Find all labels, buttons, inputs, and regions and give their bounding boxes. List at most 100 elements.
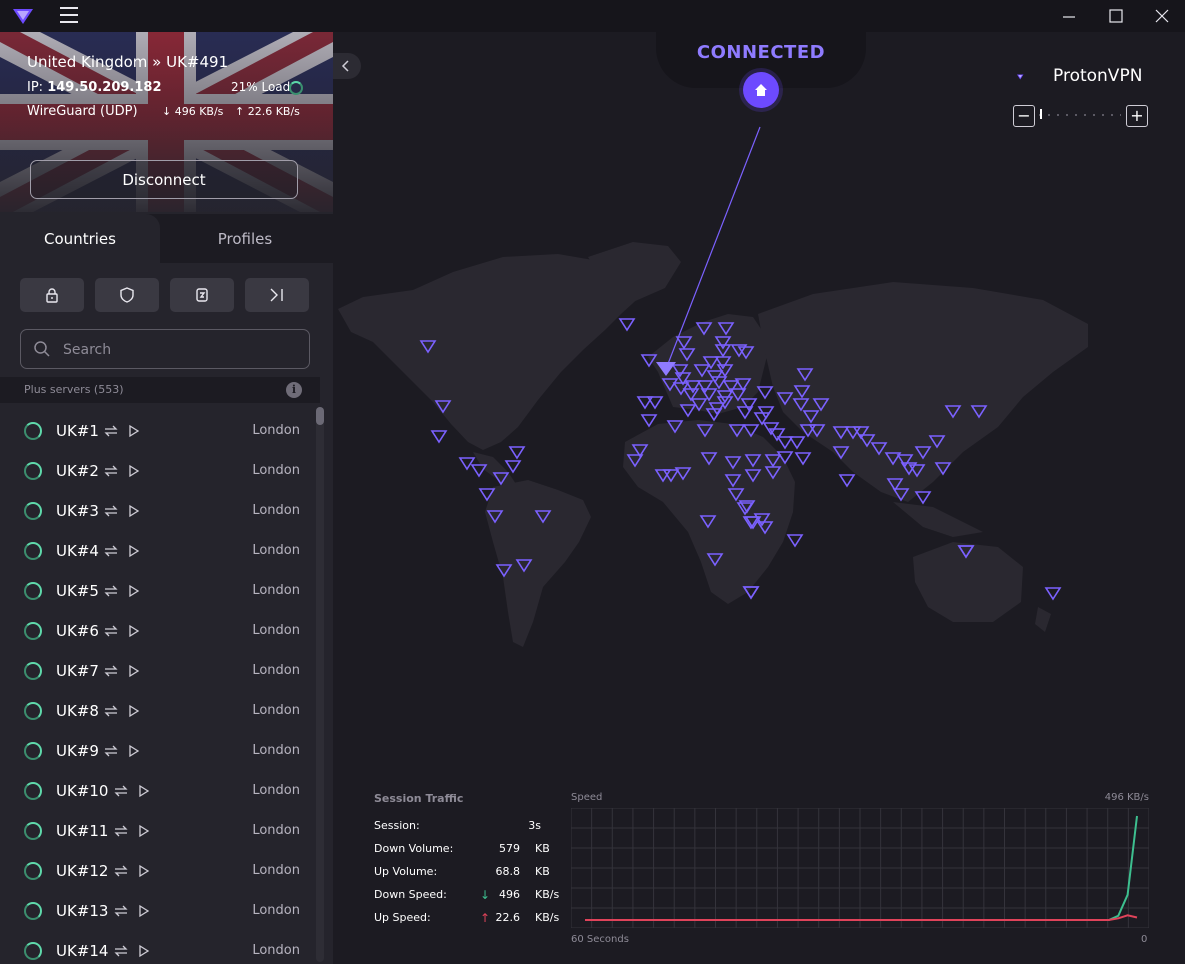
info-icon[interactable]: i xyxy=(286,382,302,398)
tab-profiles[interactable]: Profiles xyxy=(217,229,273,248)
server-location-marker[interactable] xyxy=(892,488,910,502)
minimize-icon[interactable] xyxy=(1046,0,1092,32)
connect-play-icon[interactable] xyxy=(128,704,140,718)
server-location-marker[interactable] xyxy=(734,378,752,392)
server-location-marker[interactable] xyxy=(486,510,504,524)
server-location-marker[interactable] xyxy=(768,428,786,442)
server-location-marker[interactable] xyxy=(666,420,684,434)
search-input[interactable] xyxy=(61,338,295,362)
disconnect-button[interactable]: Disconnect xyxy=(30,160,298,199)
server-location-marker[interactable] xyxy=(696,380,714,394)
server-location-marker[interactable] xyxy=(794,452,812,466)
server-location-marker[interactable] xyxy=(674,372,692,386)
server-location-marker[interactable] xyxy=(534,510,552,524)
server-location-marker[interactable] xyxy=(478,488,496,502)
server-location-marker[interactable] xyxy=(957,545,975,559)
server-location-marker[interactable] xyxy=(740,398,758,412)
server-location-marker[interactable] xyxy=(838,474,856,488)
server-location-marker[interactable] xyxy=(631,444,649,458)
server-location-marker[interactable] xyxy=(671,364,689,378)
server-location-marker[interactable] xyxy=(788,436,806,450)
p2p-filter-button[interactable] xyxy=(170,278,234,312)
zoom-slider[interactable] xyxy=(1039,114,1121,116)
server-location-marker[interactable] xyxy=(727,488,745,502)
server-location-marker[interactable] xyxy=(728,424,746,438)
server-location-marker[interactable] xyxy=(714,356,732,370)
connect-play-icon[interactable] xyxy=(128,544,140,558)
server-location-marker[interactable] xyxy=(744,469,762,483)
server-location-marker[interactable] xyxy=(934,462,952,476)
server-location-marker[interactable] xyxy=(419,340,437,354)
server-location-marker[interactable] xyxy=(675,336,693,350)
maximize-icon[interactable] xyxy=(1093,0,1139,32)
tor-filter-button[interactable] xyxy=(245,278,309,312)
server-location-marker[interactable] xyxy=(710,376,728,390)
server-location-marker[interactable] xyxy=(753,412,771,426)
connect-play-icon[interactable] xyxy=(138,904,150,918)
connect-play-icon[interactable] xyxy=(128,504,140,518)
server-location-marker[interactable] xyxy=(705,408,723,422)
server-row[interactable]: UK#9 London xyxy=(0,732,320,772)
server-location-marker[interactable] xyxy=(700,388,718,402)
server-location-marker[interactable] xyxy=(756,386,774,400)
server-location-marker[interactable] xyxy=(724,474,742,488)
server-row[interactable]: UK#13 London xyxy=(0,892,320,932)
server-row[interactable]: UK#11 London xyxy=(0,812,320,852)
server-location-marker[interactable] xyxy=(908,464,926,478)
server-location-marker[interactable] xyxy=(744,454,762,468)
server-location-marker[interactable] xyxy=(792,398,810,412)
server-location-marker[interactable] xyxy=(832,446,850,460)
server-location-marker[interactable] xyxy=(693,364,711,378)
server-location-marker[interactable] xyxy=(914,491,932,505)
server-location-marker[interactable] xyxy=(729,388,747,402)
server-location-marker[interactable] xyxy=(626,454,644,468)
server-location-marker[interactable] xyxy=(808,424,826,438)
server-location-marker[interactable] xyxy=(495,564,513,578)
server-location-marker[interactable] xyxy=(812,398,830,412)
server-location-marker[interactable] xyxy=(884,452,902,466)
zoom-slider-thumb[interactable] xyxy=(1040,109,1042,119)
server-location-marker[interactable] xyxy=(458,457,476,471)
server-location-marker[interactable] xyxy=(640,414,658,428)
server-location-marker[interactable] xyxy=(504,460,522,474)
server-location-marker[interactable] xyxy=(896,454,914,468)
server-location-marker[interactable] xyxy=(928,435,946,449)
connect-play-icon[interactable] xyxy=(128,424,140,438)
server-location-marker[interactable] xyxy=(776,392,794,406)
home-location-button[interactable] xyxy=(743,72,779,108)
server-location-marker[interactable] xyxy=(674,467,692,481)
server-row[interactable]: UK#10 London xyxy=(0,772,320,812)
server-location-marker[interactable] xyxy=(662,469,680,483)
server-location-marker[interactable] xyxy=(756,521,774,535)
secure-core-filter-button[interactable] xyxy=(20,278,84,312)
server-location-marker[interactable] xyxy=(844,426,862,440)
server-row[interactable]: UK#12 London xyxy=(0,852,320,892)
zoom-out-button[interactable]: − xyxy=(1013,105,1035,127)
server-location-marker[interactable] xyxy=(764,466,782,480)
server-row[interactable]: UK#3 London xyxy=(0,492,320,532)
server-location-marker[interactable] xyxy=(736,502,754,516)
server-location-marker[interactable] xyxy=(636,396,654,410)
server-location-marker[interactable] xyxy=(700,452,718,466)
connect-play-icon[interactable] xyxy=(128,624,140,638)
server-location-marker[interactable] xyxy=(717,322,735,336)
scrollbar[interactable] xyxy=(316,407,324,962)
server-location-marker[interactable] xyxy=(870,442,888,456)
server-location-marker[interactable] xyxy=(508,446,526,460)
server-row[interactable]: UK#6 London xyxy=(0,612,320,652)
server-location-marker[interactable] xyxy=(736,406,754,420)
server-location-marker[interactable] xyxy=(886,478,904,492)
server-location-marker[interactable] xyxy=(699,515,717,529)
connect-play-icon[interactable] xyxy=(128,664,140,678)
server-location-marker[interactable] xyxy=(470,464,488,478)
server-location-marker[interactable] xyxy=(944,405,962,419)
server-location-marker[interactable] xyxy=(914,446,932,460)
server-location-marker[interactable] xyxy=(679,404,697,418)
server-location-marker[interactable] xyxy=(970,405,988,419)
server-location-marker[interactable] xyxy=(722,380,740,394)
server-row[interactable]: UK#4 London xyxy=(0,532,320,572)
server-location-marker[interactable] xyxy=(430,430,448,444)
close-icon[interactable] xyxy=(1139,0,1185,32)
server-location-marker[interactable] xyxy=(1044,587,1062,601)
server-location-marker[interactable] xyxy=(832,426,850,440)
